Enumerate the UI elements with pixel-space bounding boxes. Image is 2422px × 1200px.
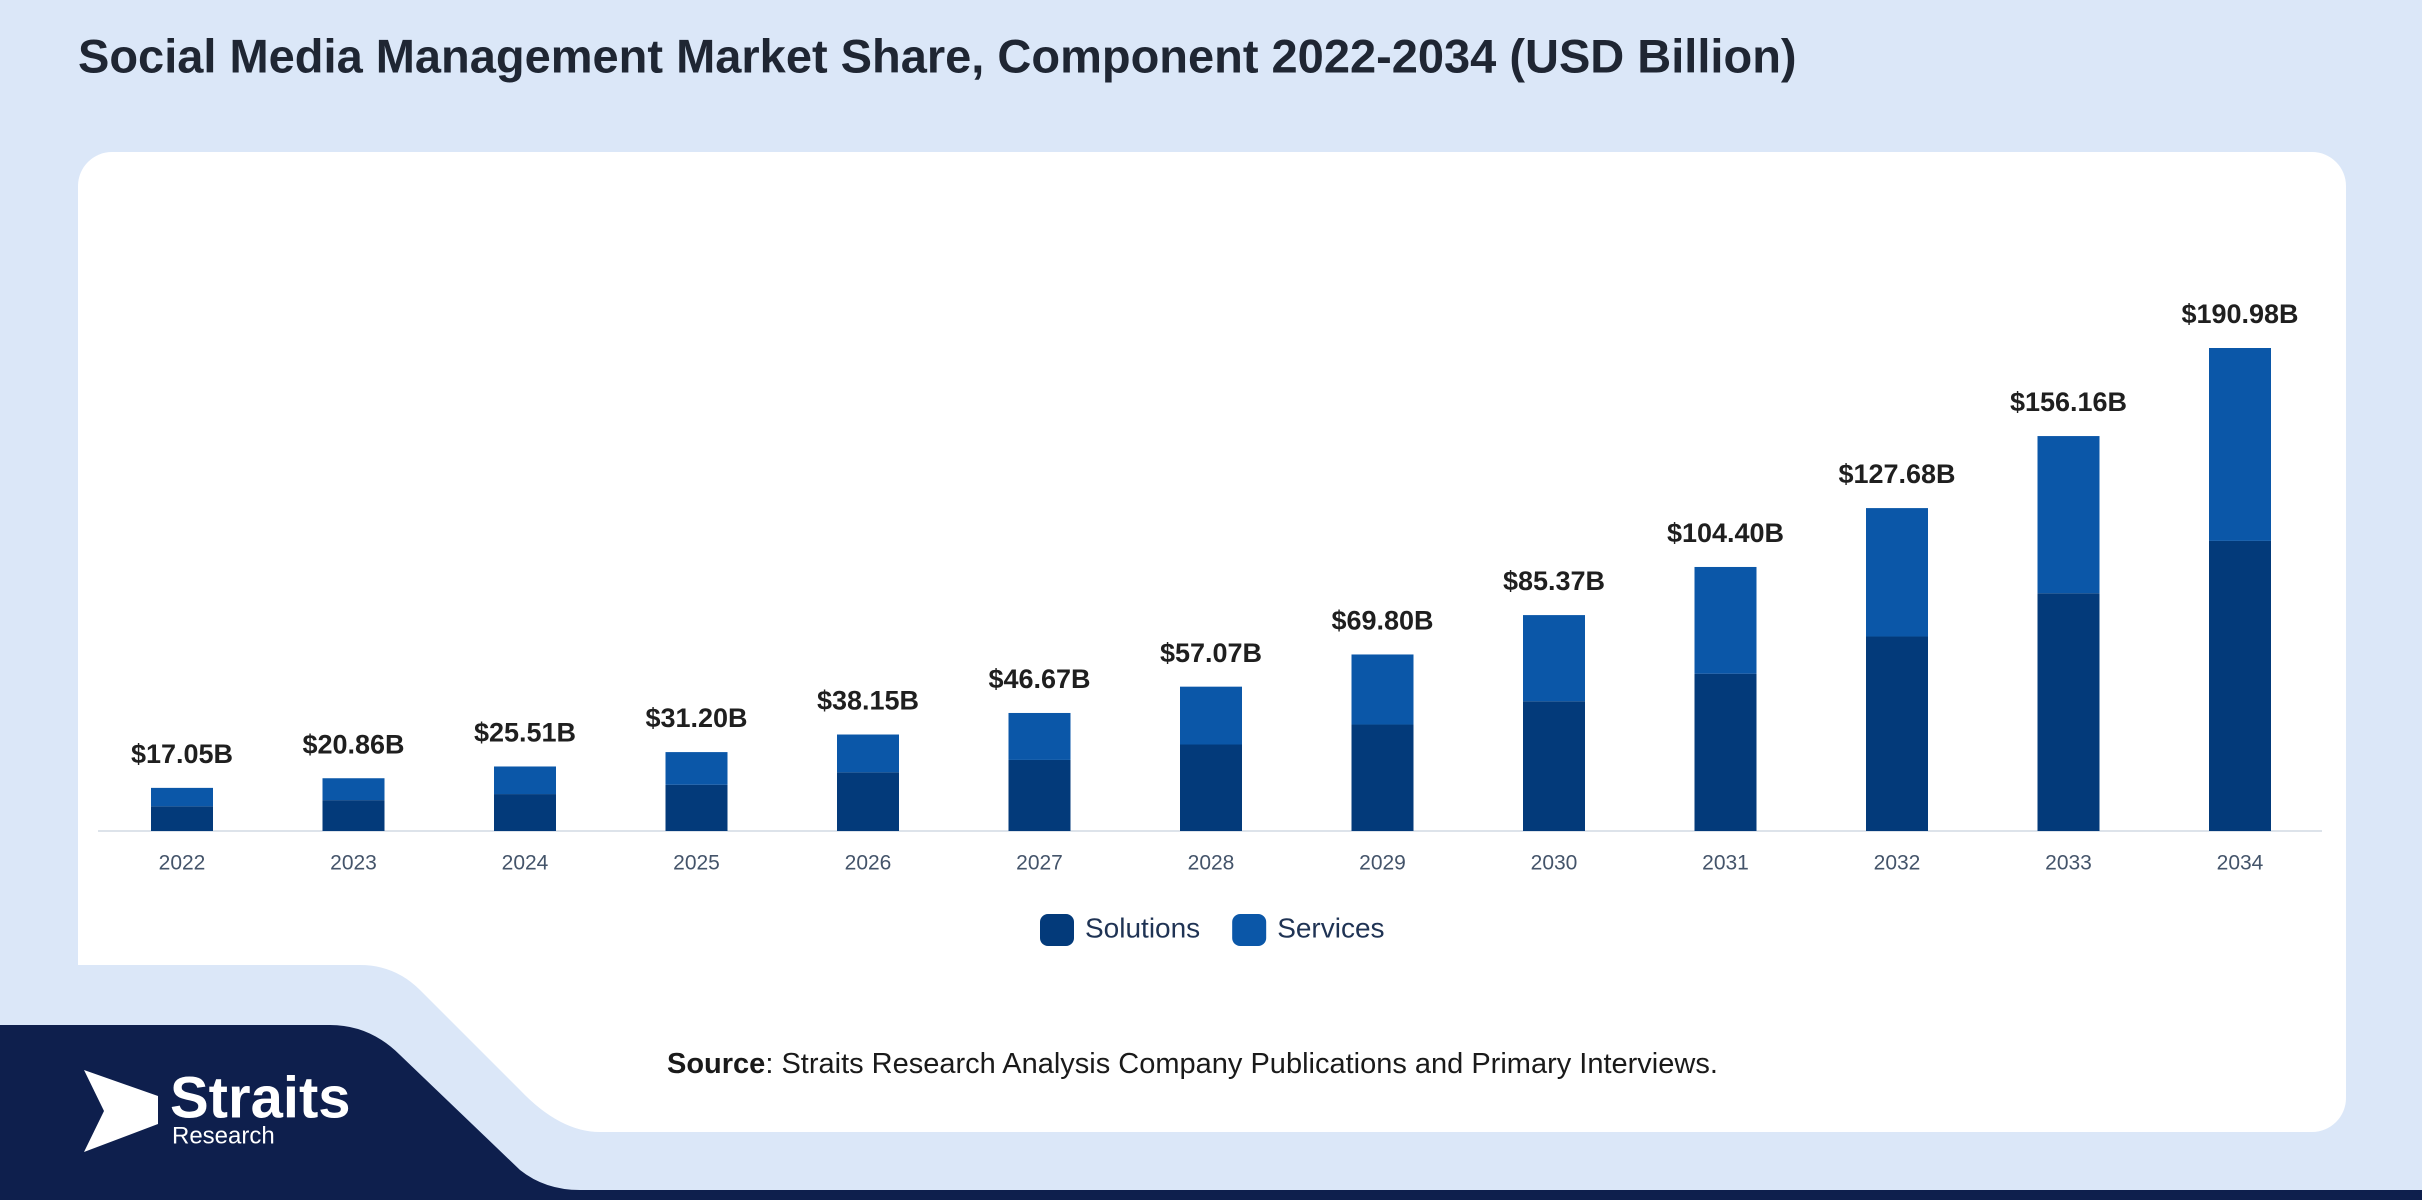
total-label: $57.07B: [1160, 638, 1262, 668]
bar-segment: [2037, 436, 2100, 594]
bar-segment: [1180, 744, 1242, 831]
bar-segment: [494, 766, 556, 795]
x-tick-label: 2027: [1016, 852, 1063, 875]
total-label: $156.16B: [2010, 387, 2127, 417]
x-tick-label: 2023: [330, 852, 377, 875]
legend-label: Services: [1277, 912, 1384, 943]
bar-segment: [837, 772, 899, 831]
bar-segment: [1351, 654, 1414, 725]
bar-segment: [1523, 615, 1585, 702]
total-label: $20.86B: [302, 729, 404, 759]
panel: [78, 152, 2346, 1132]
bar-segment: [2037, 593, 2100, 831]
bar-segment: [1008, 759, 1071, 831]
total-label: $69.80B: [1331, 606, 1433, 636]
bar-segment: [837, 734, 899, 773]
x-tick-label: 2024: [502, 852, 549, 875]
bar-segment: [2209, 540, 2271, 831]
legend-swatch: [1232, 914, 1267, 946]
bar-segment: [1351, 724, 1414, 831]
x-tick-label: 2029: [1359, 852, 1406, 875]
bar-segment: [1694, 566, 1757, 674]
bar-segment: [2209, 348, 2271, 541]
total-label: $38.15B: [817, 686, 919, 716]
total-label: $127.68B: [1838, 459, 1955, 489]
x-tick-label: 2028: [1188, 852, 1235, 875]
logo-name: Straits: [170, 1065, 351, 1130]
bar-segment: [494, 794, 556, 831]
bar-segment: [1523, 701, 1585, 831]
bar-segment: [151, 787, 213, 807]
bar-segment: [322, 778, 385, 801]
x-tick-label: 2031: [1702, 852, 1749, 875]
total-label: $85.37B: [1503, 566, 1605, 596]
x-tick-label: 2022: [159, 852, 206, 875]
footer-band: [0, 1025, 2422, 1200]
legend-label: Solutions: [1085, 912, 1200, 943]
total-label: $190.98B: [2181, 299, 2298, 329]
x-tick-label: 2034: [2217, 852, 2264, 875]
logo-tagline: Research: [172, 1122, 275, 1149]
source: Source: Straits Research Analysis Compan…: [667, 1048, 1718, 1080]
x-tick-label: 2025: [673, 852, 720, 875]
source-label: Source: [667, 1048, 765, 1080]
x-tick-label: 2030: [1531, 852, 1578, 875]
total-label: $17.05B: [131, 739, 233, 769]
x-tick-label: 2032: [1874, 852, 1921, 875]
bar-segment: [322, 800, 385, 831]
bar-segment: [1866, 636, 1928, 831]
total-label: $31.20B: [645, 703, 747, 733]
legend-swatch: [1040, 914, 1074, 946]
source-text: : Straits Research Analysis Company Publ…: [765, 1048, 1718, 1080]
x-tick-label: 2026: [845, 852, 892, 875]
chart-title: Social Media Management Market Share, Co…: [78, 29, 1797, 82]
bar-segment: [665, 752, 728, 785]
bar-segment: [1694, 673, 1757, 831]
total-label: $104.40B: [1667, 518, 1784, 548]
bar-segment: [1180, 686, 1242, 745]
bar-segment: [1008, 712, 1071, 760]
x-tick-label: 2033: [2045, 852, 2092, 875]
logo-icon: [84, 1070, 158, 1152]
total-label: $46.67B: [988, 664, 1090, 694]
total-label: $25.51B: [474, 718, 576, 748]
bar-segment: [151, 806, 213, 831]
bar-segment: [665, 784, 728, 831]
bar-segment: [1866, 508, 1928, 637]
